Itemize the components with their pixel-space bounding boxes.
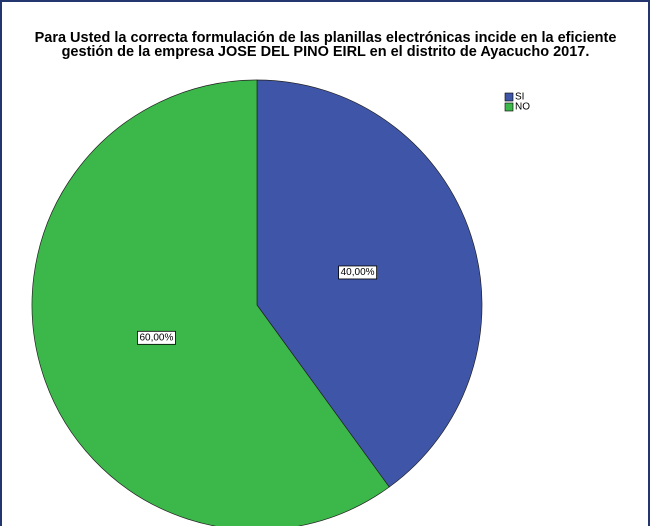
legend-swatch [504, 102, 514, 112]
legend-label: SI [515, 92, 524, 103]
legend-swatch [504, 92, 514, 102]
pie-slice [256, 79, 483, 488]
pie-slice [31, 79, 390, 526]
data-label-box [338, 265, 378, 280]
chart-title: Para Usted la correcta formulación de la… [34, 30, 617, 60]
data-label: 40,00% [341, 267, 375, 278]
data-label-box [137, 330, 176, 345]
data-label: 60,00% [139, 332, 173, 343]
legend-label: NO [515, 102, 530, 113]
